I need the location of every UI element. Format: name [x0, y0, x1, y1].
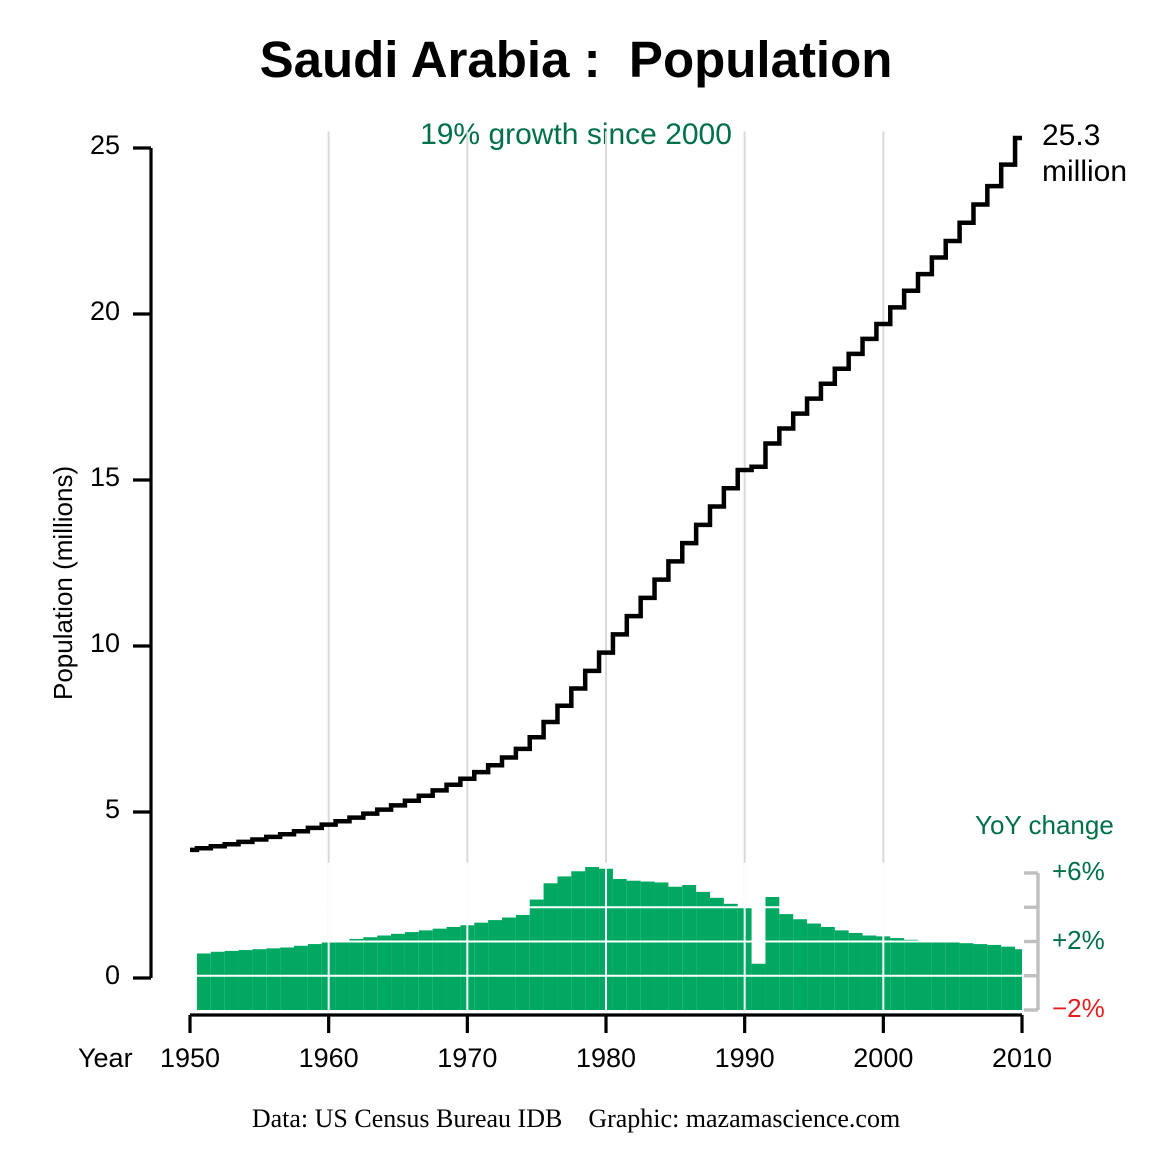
- population-path: [190, 135, 1022, 853]
- yoy-bar: [238, 950, 253, 1010]
- x-axis-title: Year: [78, 1043, 133, 1073]
- yoy-bar: [890, 938, 905, 1010]
- yoy-bar: [904, 939, 918, 1010]
- chart-subtitle: 19% growth since 2000: [420, 118, 732, 151]
- yoy-bar: [682, 884, 697, 1010]
- yoy-bar: [696, 891, 710, 1010]
- yoy-bar: [363, 937, 378, 1010]
- yoy-bar: [723, 903, 738, 1010]
- yoy-bar: [307, 944, 322, 1010]
- yoy-bar: [973, 944, 988, 1010]
- x-tick-label: 1960: [298, 1043, 359, 1073]
- end-value-annotation: 25.3 million: [1042, 119, 1128, 188]
- yoy-bar: [585, 867, 600, 1010]
- footer-credits: Data: US Census Bureau IDB Graphic: maza…: [251, 1104, 901, 1133]
- yoy-bar: [654, 882, 669, 1010]
- x-tick-label: 1970: [437, 1043, 498, 1073]
- yoy-bar: [779, 914, 794, 1010]
- yoy-bar: [280, 947, 294, 1010]
- x-tick-label: 2000: [853, 1043, 914, 1073]
- page-title: Saudi Arabia : Population: [259, 31, 893, 88]
- gridlines: [327, 131, 885, 978]
- x-tick-label: 2010: [991, 1043, 1053, 1073]
- yoy-bar: [349, 938, 364, 1010]
- yoy-bar: [1015, 949, 1022, 1010]
- y-tick-label: 25: [89, 130, 120, 160]
- yoy-bar: [294, 945, 308, 1010]
- yoy-bar: [820, 926, 835, 1010]
- yoy-bar: [626, 880, 641, 1010]
- y-tick-label: 0: [104, 960, 120, 990]
- axes-lines: [133, 146, 1024, 1033]
- yoy-bar: [502, 917, 516, 1010]
- x-tick-label: 1950: [159, 1043, 221, 1073]
- yoy-bar: [196, 953, 211, 1010]
- yoy-bar: [335, 940, 350, 1010]
- y-tick-label: 15: [89, 462, 120, 492]
- yoy-bar: [543, 883, 558, 1010]
- yoy-bar: [432, 928, 447, 1010]
- yoy-bar: [571, 871, 586, 1010]
- yoy-bar: [488, 920, 502, 1010]
- yoy-bar: [599, 868, 613, 1010]
- yoy-bar: [418, 930, 433, 1010]
- yoy-tick-label: +2%: [1052, 924, 1105, 955]
- yoy-bar: [751, 963, 766, 1010]
- y-tick-label: 5: [104, 794, 120, 824]
- yoy-bar: [987, 944, 1002, 1010]
- yoy-bar: [612, 878, 627, 1010]
- yoy-bar: [404, 932, 419, 1010]
- yoy-tick-label: −2%: [1052, 993, 1105, 1023]
- yoy-bar: [474, 922, 489, 1010]
- yoy-bar: [834, 930, 849, 1010]
- yoy-bar: [529, 899, 544, 1010]
- yoy-bar: [266, 948, 281, 1010]
- yoy-legend-axis: [1024, 871, 1040, 1012]
- yoy-bar: [931, 941, 946, 1010]
- population-step-line: [190, 135, 1022, 853]
- yoy-tick-label: +6%: [1052, 856, 1105, 886]
- yoy-bar: [876, 936, 891, 1010]
- yoy-bar: [807, 923, 821, 1010]
- yoy-change-bars: [190, 862, 1022, 1010]
- yoy-bar: [252, 949, 267, 1010]
- yoy-bar: [848, 932, 863, 1010]
- yoy-bar: [765, 896, 780, 1010]
- yoy-bar: [377, 935, 392, 1010]
- yoy-legend-title: YoY change: [975, 810, 1114, 840]
- yoy-bar: [210, 951, 225, 1010]
- y-tick-label: 20: [89, 296, 120, 326]
- yoy-bar: [224, 950, 239, 1010]
- yoy-bar: [668, 886, 683, 1010]
- yoy-bar: [515, 914, 530, 1010]
- yoy-bar: [737, 907, 752, 1010]
- yoy-bar: [321, 942, 336, 1010]
- yoy-bar: [793, 919, 808, 1010]
- yoy-bar: [862, 935, 877, 1010]
- y-tick-label: 10: [89, 628, 120, 658]
- y-axis-title: Population (millions): [48, 465, 78, 700]
- yoy-bar: [945, 942, 960, 1010]
- yoy-bar: [959, 943, 974, 1010]
- yoy-bar: [460, 925, 475, 1010]
- yoy-bar: [918, 940, 932, 1010]
- x-tick-label: 1980: [575, 1043, 637, 1073]
- yoy-bar: [1001, 946, 1016, 1010]
- yoy-bar: [710, 897, 724, 1010]
- yoy-bar: [557, 876, 572, 1010]
- yoy-bar: [391, 933, 405, 1010]
- x-tick-label: 1990: [714, 1043, 775, 1073]
- yoy-bar: [640, 881, 655, 1010]
- yoy-bar: [446, 926, 461, 1010]
